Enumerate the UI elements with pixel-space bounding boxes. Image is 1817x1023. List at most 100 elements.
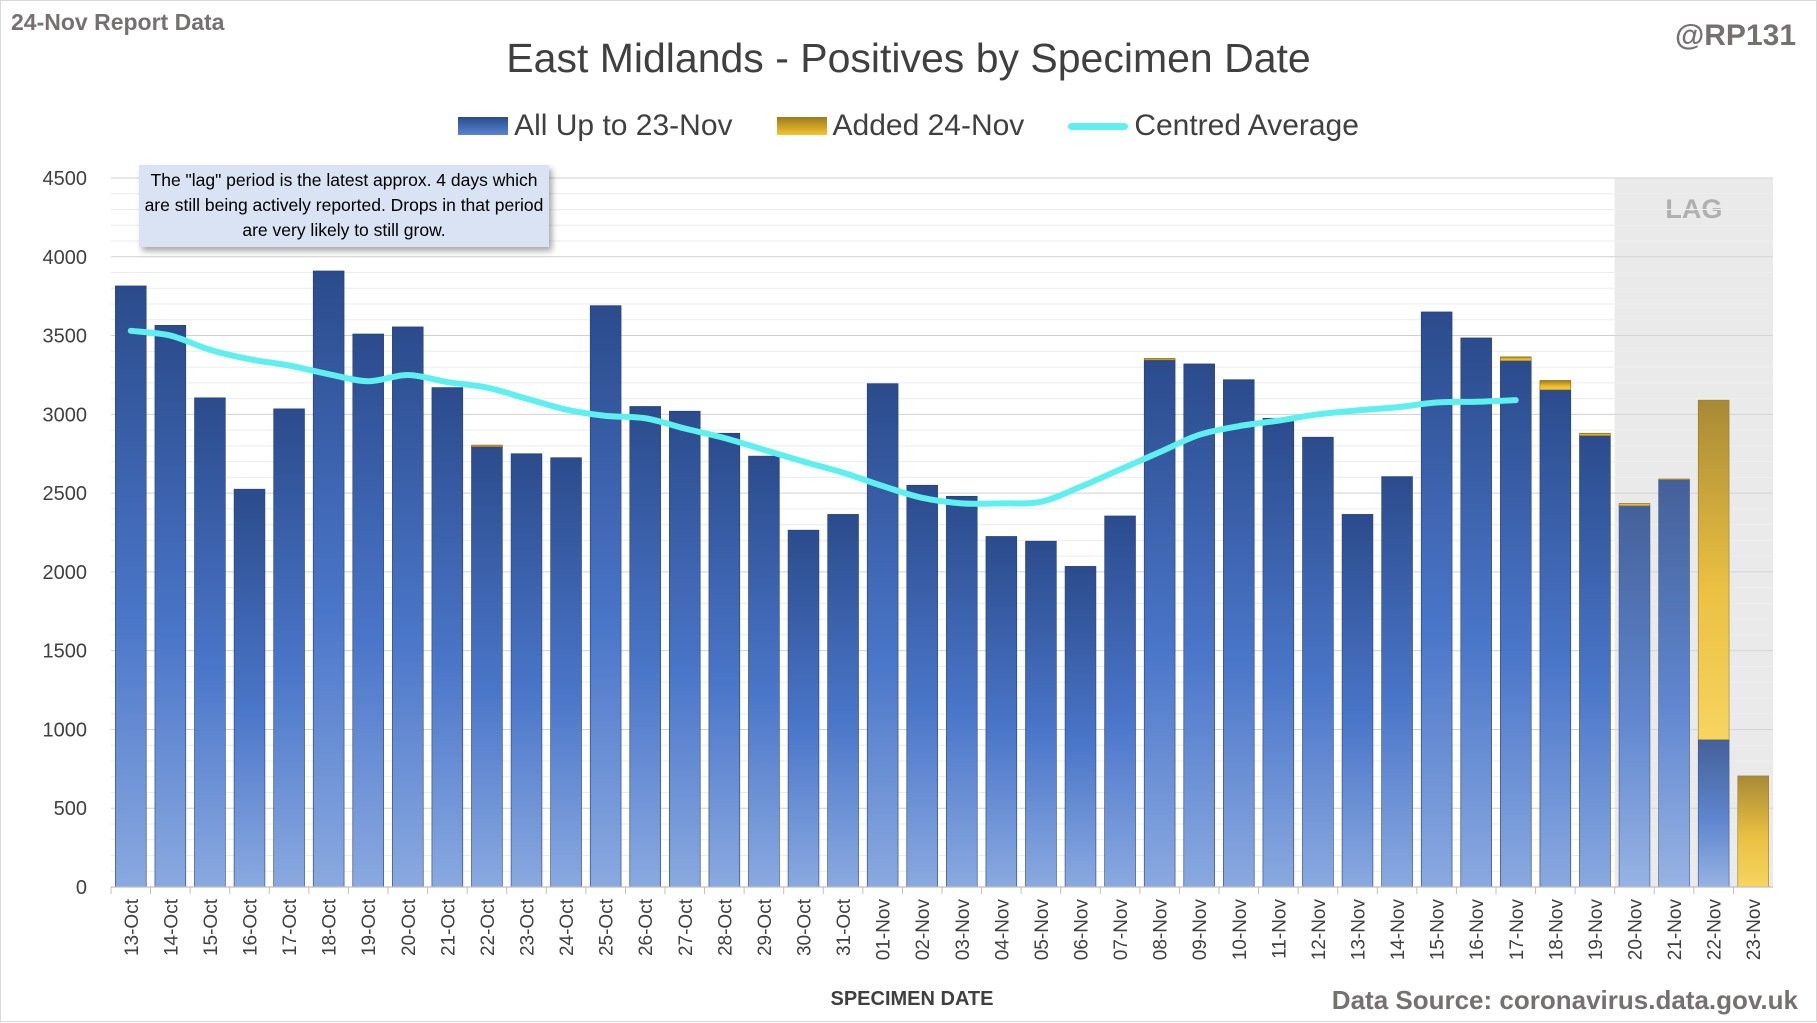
legend: All Up to 23-Nov Added 24-Nov Centred Av…	[1, 109, 1816, 143]
legend-item-average: Centred Average	[1068, 109, 1359, 143]
average-line	[127, 327, 1519, 507]
bar-base	[1579, 435, 1611, 888]
x-tick-label: 19-Oct	[359, 898, 380, 956]
lag-note: The "lag" period is the latest approx. 4…	[139, 165, 549, 247]
bar-base	[827, 514, 859, 888]
bar-base	[233, 488, 266, 888]
x-tick-label: 27-Oct	[676, 898, 697, 956]
x-tick-label: 10-Nov	[1230, 899, 1251, 961]
bar-base	[471, 446, 503, 888]
x-tick-label: 21-Nov	[1665, 899, 1686, 961]
bar-base	[312, 270, 345, 888]
x-tick-label: 02-Nov	[913, 899, 934, 961]
x-tick-label: 22-Nov	[1705, 899, 1726, 961]
x-tick-label: 13-Oct	[122, 898, 143, 956]
bar-base	[431, 387, 464, 888]
bar-base	[1262, 417, 1295, 888]
bar-added	[1579, 432, 1611, 436]
bar-base	[1618, 505, 1651, 888]
x-tick-label: 14-Oct	[161, 898, 182, 956]
bar-added	[1539, 380, 1572, 391]
x-tick-label: 25-Oct	[597, 898, 618, 956]
bar-added	[1737, 775, 1769, 888]
x-tick-label: 04-Nov	[992, 899, 1013, 961]
legend-swatch-added	[776, 117, 827, 135]
bar-base	[1460, 337, 1492, 888]
legend-label-average: Centred Average	[1134, 109, 1359, 142]
bar-base	[1223, 379, 1255, 888]
chart-title: East Midlands - Positives by Specimen Da…	[506, 35, 1311, 81]
bar-added	[1658, 478, 1690, 481]
bar-base	[1104, 515, 1136, 888]
legend-swatch-base	[458, 117, 509, 135]
x-tick-label: 12-Nov	[1309, 899, 1330, 961]
legend-item-base: All Up to 23-Nov	[458, 109, 733, 143]
bar-added	[471, 444, 503, 447]
bar-base	[273, 408, 305, 888]
x-tick-label: 08-Nov	[1151, 899, 1172, 961]
x-tick-label: 17-Nov	[1507, 899, 1528, 961]
x-tick-label: 03-Nov	[953, 899, 974, 961]
x-tick-label: 17-Oct	[280, 898, 301, 956]
bar-base	[985, 536, 1018, 888]
x-tick-label: 19-Nov	[1586, 899, 1607, 961]
x-tick-label: 23-Nov	[1744, 899, 1765, 961]
x-tick-label: 14-Nov	[1388, 899, 1409, 961]
bar-added	[1500, 356, 1532, 362]
x-tick-label: 20-Oct	[399, 898, 420, 956]
bar-base	[194, 397, 226, 888]
bar-base	[866, 383, 899, 888]
bar-added	[1143, 358, 1176, 361]
legend-label-added: Added 24-Nov	[832, 109, 1025, 142]
bar-base	[1064, 566, 1097, 888]
bar-base	[748, 455, 780, 888]
legend-label-base: All Up to 23-Nov	[514, 109, 733, 142]
y-tick-label: 2000	[43, 562, 88, 584]
x-tick-label: 22-Oct	[478, 898, 499, 956]
bar-added	[1618, 503, 1651, 507]
y-tick-label: 2500	[43, 483, 88, 505]
bar-base	[352, 333, 384, 888]
x-tick-label: 21-Oct	[438, 898, 459, 956]
bar-base	[787, 529, 820, 888]
x-tick-label: 16-Oct	[241, 898, 262, 956]
x-tick-label: 09-Nov	[1190, 899, 1211, 961]
bar-base	[510, 453, 543, 888]
bar-base	[708, 432, 741, 888]
bar-base	[1183, 363, 1215, 888]
data-source: Data Source: coronavirus.data.gov.uk	[1331, 985, 1798, 1015]
legend-swatch-average	[1068, 122, 1129, 130]
x-tick-label: 31-Oct	[834, 898, 855, 956]
x-tick-label: 13-Nov	[1349, 899, 1370, 961]
x-tick-label: 23-Oct	[518, 898, 539, 956]
y-tick-label: 3000	[43, 404, 88, 426]
x-tick-label: 15-Nov	[1428, 899, 1449, 961]
x-tick-label: 05-Nov	[1032, 899, 1053, 961]
bar-base	[946, 495, 978, 888]
y-tick-label: 3500	[43, 326, 88, 348]
x-tick-label: 30-Oct	[795, 898, 816, 956]
bar-base	[1697, 739, 1730, 888]
bar-base	[115, 285, 147, 888]
bar-base	[629, 406, 661, 888]
bar-base	[1143, 359, 1176, 888]
lag-label: LAG	[1665, 194, 1722, 224]
x-tick-label: 20-Nov	[1626, 899, 1647, 961]
y-tick-label: 1500	[43, 641, 88, 663]
x-tick-label: 28-Oct	[715, 898, 736, 956]
y-tick-label: 4500	[43, 168, 88, 190]
bar-base	[392, 326, 424, 888]
bar-base	[669, 410, 701, 888]
y-tick-label: 0	[76, 877, 87, 899]
x-tick-label: 26-Oct	[636, 898, 657, 956]
bar-base	[550, 457, 582, 888]
bar-base	[1302, 436, 1334, 888]
x-axis-title: SPECIMEN DATE	[831, 988, 994, 1010]
x-tick-label: 24-Oct	[557, 898, 578, 956]
bar-base	[589, 305, 622, 888]
y-tick-label: 500	[54, 798, 87, 820]
bar-base	[1658, 479, 1690, 888]
x-tick-label: 16-Nov	[1467, 899, 1488, 961]
